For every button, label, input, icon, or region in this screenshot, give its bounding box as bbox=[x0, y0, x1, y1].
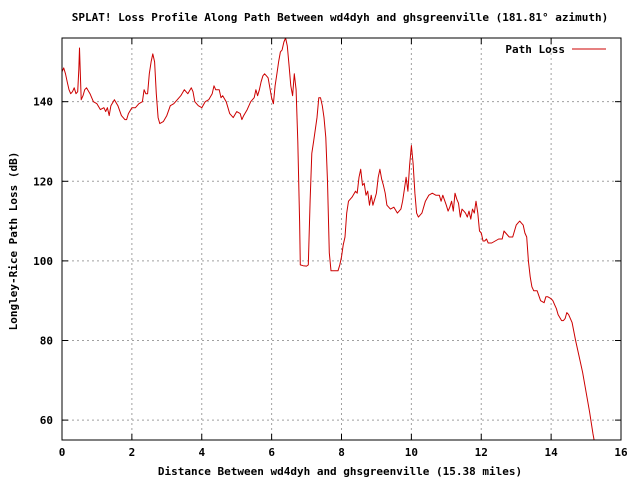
y-tick-label: 80 bbox=[40, 334, 53, 347]
chart-title: SPLAT! Loss Profile Along Path Between w… bbox=[72, 11, 608, 24]
grid-lines bbox=[62, 38, 621, 440]
x-tick-label: 16 bbox=[614, 446, 628, 459]
legend-label-path-loss: Path Loss bbox=[505, 43, 565, 56]
series-layer bbox=[61, 37, 595, 441]
plot-frame bbox=[61, 37, 622, 441]
y-tick-label: 100 bbox=[33, 255, 53, 268]
y-axis-label: Longley-Rice Path Loss (dB) bbox=[7, 152, 20, 331]
x-tick-label: 6 bbox=[268, 446, 275, 459]
x-tick-label: 10 bbox=[405, 446, 418, 459]
axis-ticks: 0 2 4 6 8 10 12 14 16 60 80 100 120 140 bbox=[33, 38, 628, 459]
x-tick-label: 0 bbox=[59, 446, 66, 459]
legend: Path Loss bbox=[505, 43, 606, 56]
series-line-path-loss bbox=[61, 37, 595, 441]
x-tick-label: 4 bbox=[198, 446, 205, 459]
x-axis-label: Distance Between wd4dyh and ghsgreenvill… bbox=[158, 465, 522, 478]
x-tick-label: 8 bbox=[338, 446, 345, 459]
x-tick-label: 14 bbox=[545, 446, 559, 459]
y-tick-label: 140 bbox=[33, 96, 53, 109]
x-tick-label: 12 bbox=[475, 446, 488, 459]
y-tick-label: 60 bbox=[40, 414, 53, 427]
y-tick-label: 120 bbox=[33, 175, 53, 188]
x-tick-label: 2 bbox=[129, 446, 136, 459]
